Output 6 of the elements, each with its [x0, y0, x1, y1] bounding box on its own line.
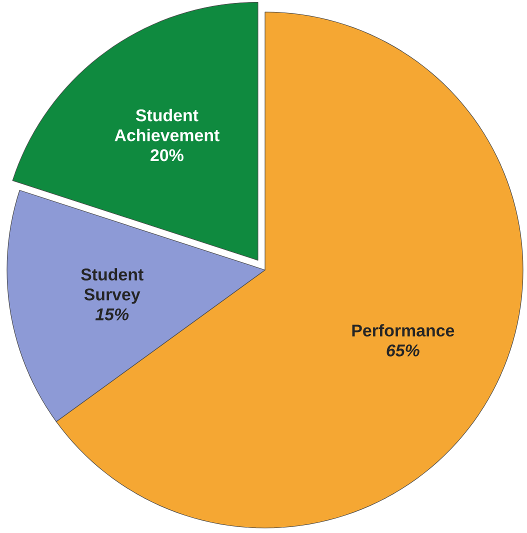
slice-label: Performance — [352, 324, 454, 337]
data-label: 20% — [150, 149, 184, 162]
slice-label: Student Survey — [81, 268, 144, 304]
data-label: 65% — [386, 344, 420, 356]
slice-label: Student Achievement — [114, 108, 220, 142]
data-label: 15% — [95, 308, 129, 320]
